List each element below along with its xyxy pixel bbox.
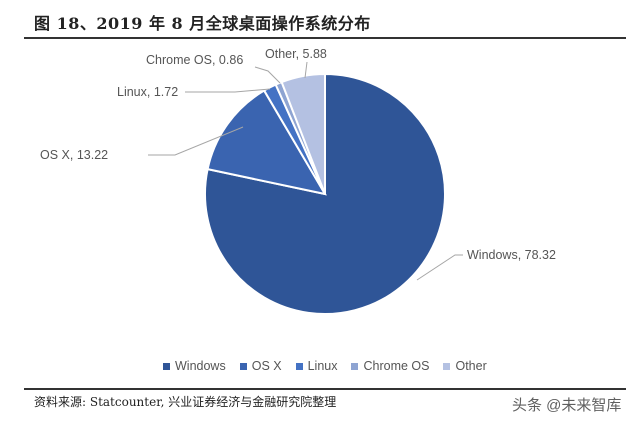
pie-slice-windows: [204, 72, 446, 315]
legend-item-windows: Windows: [163, 359, 226, 373]
pie-slices: [204, 72, 446, 315]
watermark: 头条 @未来智库: [512, 397, 622, 414]
source-note: 资料来源: Statcounter, 兴业证券经济与金融研究院整理: [34, 395, 337, 409]
pie-slice-osx: [206, 89, 328, 196]
leader-lines: [148, 61, 463, 281]
pie-slice-other: [280, 72, 326, 195]
label-linux: Linux, 1.72: [117, 85, 178, 99]
legend-item-osx: OS X: [239, 359, 282, 373]
legend-item-other: Other: [443, 359, 487, 373]
source-divider: [24, 388, 626, 390]
title-divider: [24, 37, 626, 39]
legend-item-linux: Linux: [295, 359, 337, 373]
label-windows: Windows, 78.32: [467, 248, 556, 262]
legend-swatch-icon: [295, 362, 303, 370]
legend-swatch-icon: [163, 362, 170, 370]
figure-title: 图 18、2019 年 8 月全球桌面操作系统分布: [34, 14, 371, 33]
legend-item-chromeos: Chrome OS: [351, 359, 429, 373]
legend-swatch-icon: [443, 362, 451, 370]
legend-swatch-icon: [239, 362, 247, 370]
chart-legend: Windows OS X Linux Chrome OS Other: [163, 359, 487, 373]
label-other: Other, 5.88: [265, 47, 327, 61]
label-osx: OS X, 13.22: [40, 148, 108, 162]
legend-swatch-icon: [351, 362, 359, 370]
label-chromeos: Chrome OS, 0.86: [146, 53, 243, 67]
